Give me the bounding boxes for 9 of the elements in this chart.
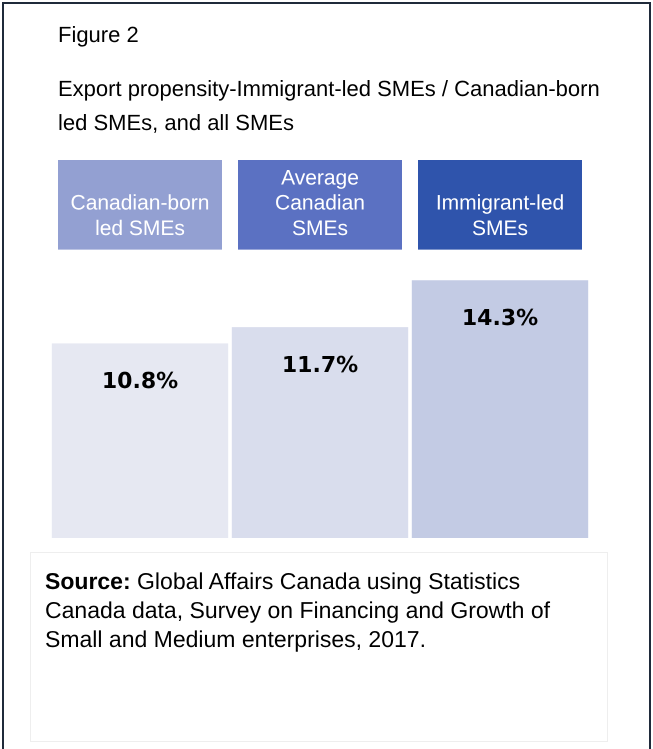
data-label: 14.3% (462, 306, 538, 331)
source-note: Source: Global Affairs Canada using Statistics Canada data, Survey on Financing and Growth of Small and Medium enterprises, 2017. (30, 552, 608, 742)
data-label: 11.7% (282, 352, 358, 378)
x-tick-label: Average Canadian SMEs (275, 166, 365, 240)
x-tick-label: Immigrant-led SMEs (436, 192, 564, 240)
x-tick-label: Canadian-born led SMEs (70, 192, 210, 240)
chart-title: Export propensity-Immigrant-led SMEs / Canadian-born led SMEs, and all SMEs (58, 75, 601, 137)
data-label: 10.8% (102, 369, 178, 394)
caption: Figure 2 (58, 22, 139, 48)
